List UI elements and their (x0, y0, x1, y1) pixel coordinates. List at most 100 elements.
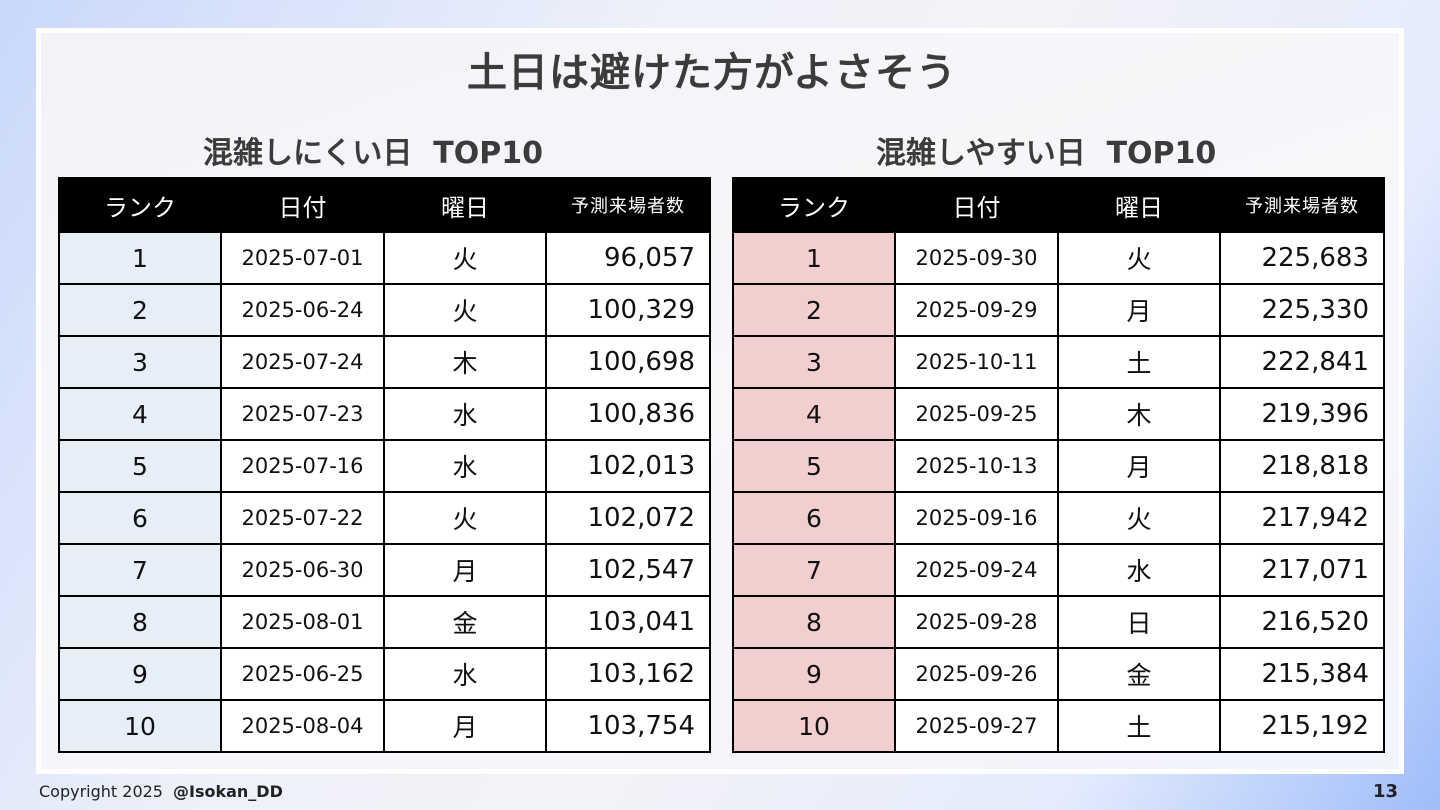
rank-cell: 10 (732, 699, 896, 753)
rank-cell: 8 (732, 595, 896, 649)
visitors-cell: 103,162 (545, 647, 711, 701)
rank-cell: 9 (58, 647, 222, 701)
visitors-cell: 102,013 (545, 439, 711, 493)
rank-cell: 7 (58, 543, 222, 597)
date-cell: 2025-09-28 (894, 595, 1059, 649)
table-row: 5 2025-07-16 水 102,013 (58, 439, 711, 493)
date-cell: 2025-06-24 (220, 283, 385, 337)
author-handle: @Isokan_DD (172, 782, 283, 801)
table-header-row: ランク 日付 曜日 予測来場者数 (58, 177, 711, 233)
table-row: 4 2025-07-23 水 100,836 (58, 387, 711, 441)
table-row: 9 2025-06-25 水 103,162 (58, 647, 711, 701)
rank-cell: 4 (732, 387, 896, 441)
date-cell: 2025-09-30 (894, 231, 1059, 285)
rank-cell: 5 (58, 439, 222, 493)
date-cell: 2025-07-22 (220, 491, 385, 545)
date-cell: 2025-07-24 (220, 335, 385, 389)
column-header-visitors: 予測来場者数 (545, 177, 711, 233)
weekday-cell: 土 (1057, 335, 1221, 389)
rank-cell: 6 (732, 491, 896, 545)
visitors-cell: 217,942 (1219, 491, 1385, 545)
weekday-cell: 土 (1057, 699, 1221, 753)
rank-cell: 5 (732, 439, 896, 493)
weekday-cell: 金 (1057, 647, 1221, 701)
table-row: 2 2025-06-24 火 100,329 (58, 283, 711, 337)
weekday-cell: 月 (383, 543, 547, 597)
right-table-heading: 混雑しやすい日 TOP10 (876, 136, 1217, 171)
table-row: 1 2025-09-30 火 225,683 (732, 231, 1385, 285)
weekday-cell: 火 (1057, 491, 1221, 545)
date-cell: 2025-07-01 (220, 231, 385, 285)
column-header-weekday: 曜日 (1057, 177, 1221, 233)
visitors-cell: 100,698 (545, 335, 711, 389)
visitors-cell: 100,329 (545, 283, 711, 337)
table-row: 8 2025-08-01 金 103,041 (58, 595, 711, 649)
column-header-weekday: 曜日 (383, 177, 547, 233)
rank-cell: 2 (58, 283, 222, 337)
weekday-cell: 月 (1057, 439, 1221, 493)
date-cell: 2025-09-16 (894, 491, 1059, 545)
rank-cell: 1 (732, 231, 896, 285)
table-row: 5 2025-10-13 月 218,818 (732, 439, 1385, 493)
weekday-cell: 木 (1057, 387, 1221, 441)
visitors-cell: 103,754 (545, 699, 711, 753)
weekday-cell: 木 (383, 335, 547, 389)
column-header-rank: ランク (58, 177, 222, 233)
table-row: 2 2025-09-29 月 225,330 (732, 283, 1385, 337)
date-cell: 2025-09-29 (894, 283, 1059, 337)
table-row: 3 2025-10-11 土 222,841 (732, 335, 1385, 389)
weekday-cell: 金 (383, 595, 547, 649)
column-header-rank: ランク (732, 177, 896, 233)
rank-cell: 10 (58, 699, 222, 753)
rank-cell: 9 (732, 647, 896, 701)
date-cell: 2025-10-13 (894, 439, 1059, 493)
table-row: 3 2025-07-24 木 100,698 (58, 335, 711, 389)
rank-cell: 8 (58, 595, 222, 649)
table-row: 1 2025-07-01 火 96,057 (58, 231, 711, 285)
rank-cell: 2 (732, 283, 896, 337)
visitors-cell: 215,384 (1219, 647, 1385, 701)
visitors-cell: 225,330 (1219, 283, 1385, 337)
weekday-cell: 水 (383, 647, 547, 701)
slide-title: 土日は避けた方がよさそう (467, 50, 957, 96)
footer-copyright: Copyright 2025 @Isokan_DD (39, 782, 283, 801)
visitors-cell: 217,071 (1219, 543, 1385, 597)
table-row: 7 2025-06-30 月 102,547 (58, 543, 711, 597)
table-row: 6 2025-07-22 火 102,072 (58, 491, 711, 545)
visitors-cell: 225,683 (1219, 231, 1385, 285)
most-crowded-table: ランク 日付 曜日 予測来場者数 1 2025-09-30 火 225,683 2 202… (732, 177, 1385, 753)
table-row: 6 2025-09-16 火 217,942 (732, 491, 1385, 545)
date-cell: 2025-08-04 (220, 699, 385, 753)
weekday-cell: 月 (383, 699, 547, 753)
least-crowded-table: ランク 日付 曜日 予測来場者数 1 2025-07-01 火 96,057 2 2025… (58, 177, 711, 753)
visitors-cell: 216,520 (1219, 595, 1385, 649)
table-row: 7 2025-09-24 水 217,071 (732, 543, 1385, 597)
weekday-cell: 水 (383, 439, 547, 493)
rank-cell: 3 (58, 335, 222, 389)
weekday-cell: 火 (1057, 231, 1221, 285)
date-cell: 2025-10-11 (894, 335, 1059, 389)
visitors-cell: 103,041 (545, 595, 711, 649)
visitors-cell: 102,072 (545, 491, 711, 545)
date-cell: 2025-08-01 (220, 595, 385, 649)
table-row: 8 2025-09-28 日 216,520 (732, 595, 1385, 649)
weekday-cell: 水 (1057, 543, 1221, 597)
date-cell: 2025-09-26 (894, 647, 1059, 701)
date-cell: 2025-09-27 (894, 699, 1059, 753)
weekday-cell: 火 (383, 283, 547, 337)
column-header-date: 日付 (220, 177, 385, 233)
date-cell: 2025-09-25 (894, 387, 1059, 441)
visitors-cell: 100,836 (545, 387, 711, 441)
visitors-cell: 222,841 (1219, 335, 1385, 389)
date-cell: 2025-07-23 (220, 387, 385, 441)
weekday-cell: 火 (383, 231, 547, 285)
left-table-heading: 混雑しにくい日 TOP10 (203, 136, 543, 171)
weekday-cell: 月 (1057, 283, 1221, 337)
rank-cell: 1 (58, 231, 222, 285)
visitors-cell: 215,192 (1219, 699, 1385, 753)
column-header-visitors: 予測来場者数 (1219, 177, 1385, 233)
visitors-cell: 96,057 (545, 231, 711, 285)
date-cell: 2025-07-16 (220, 439, 385, 493)
date-cell: 2025-06-25 (220, 647, 385, 701)
table-row: 9 2025-09-26 金 215,384 (732, 647, 1385, 701)
